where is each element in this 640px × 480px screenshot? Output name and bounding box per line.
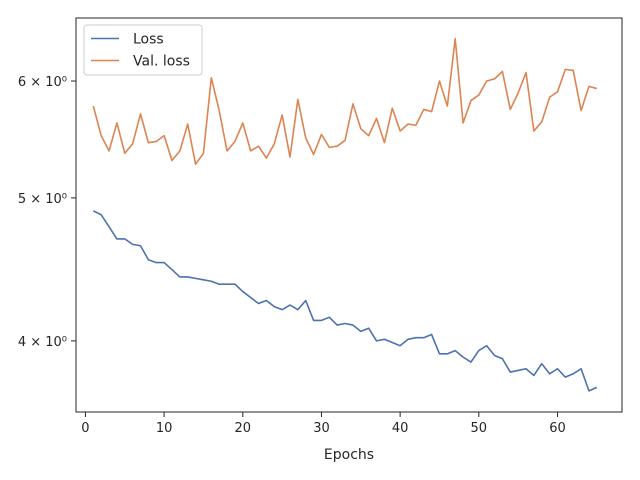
y-axis: 4 × 10⁰ 5 × 10⁰ 6 × 10⁰ [18,75,76,350]
series-line-loss [92,210,598,392]
x-tick-label: 40 [392,421,409,436]
legend-label-loss: Loss [133,32,164,48]
plot-frame [75,17,623,413]
x-tick-label: 10 [156,421,173,436]
legend-box [83,24,203,76]
legend: Loss Val. loss [83,24,203,76]
x-tick-label: 50 [471,421,488,436]
x-axis-label: Epochs [324,447,374,463]
y-tick-label: 4 × 10⁰ [18,335,67,350]
x-axis: 0 10 20 30 40 50 60 [81,412,566,436]
x-tick-label: 60 [549,421,566,436]
legend-label-val-loss: Val. loss [133,54,190,70]
plot-lines [92,37,598,392]
x-tick-label: 20 [235,421,252,436]
y-tick-label: 5 × 10⁰ [18,192,67,207]
y-tick-label: 6 × 10⁰ [18,75,67,90]
series-line-val-loss [92,37,598,165]
x-tick-label: 0 [81,421,89,436]
x-tick-label: 30 [313,421,330,436]
